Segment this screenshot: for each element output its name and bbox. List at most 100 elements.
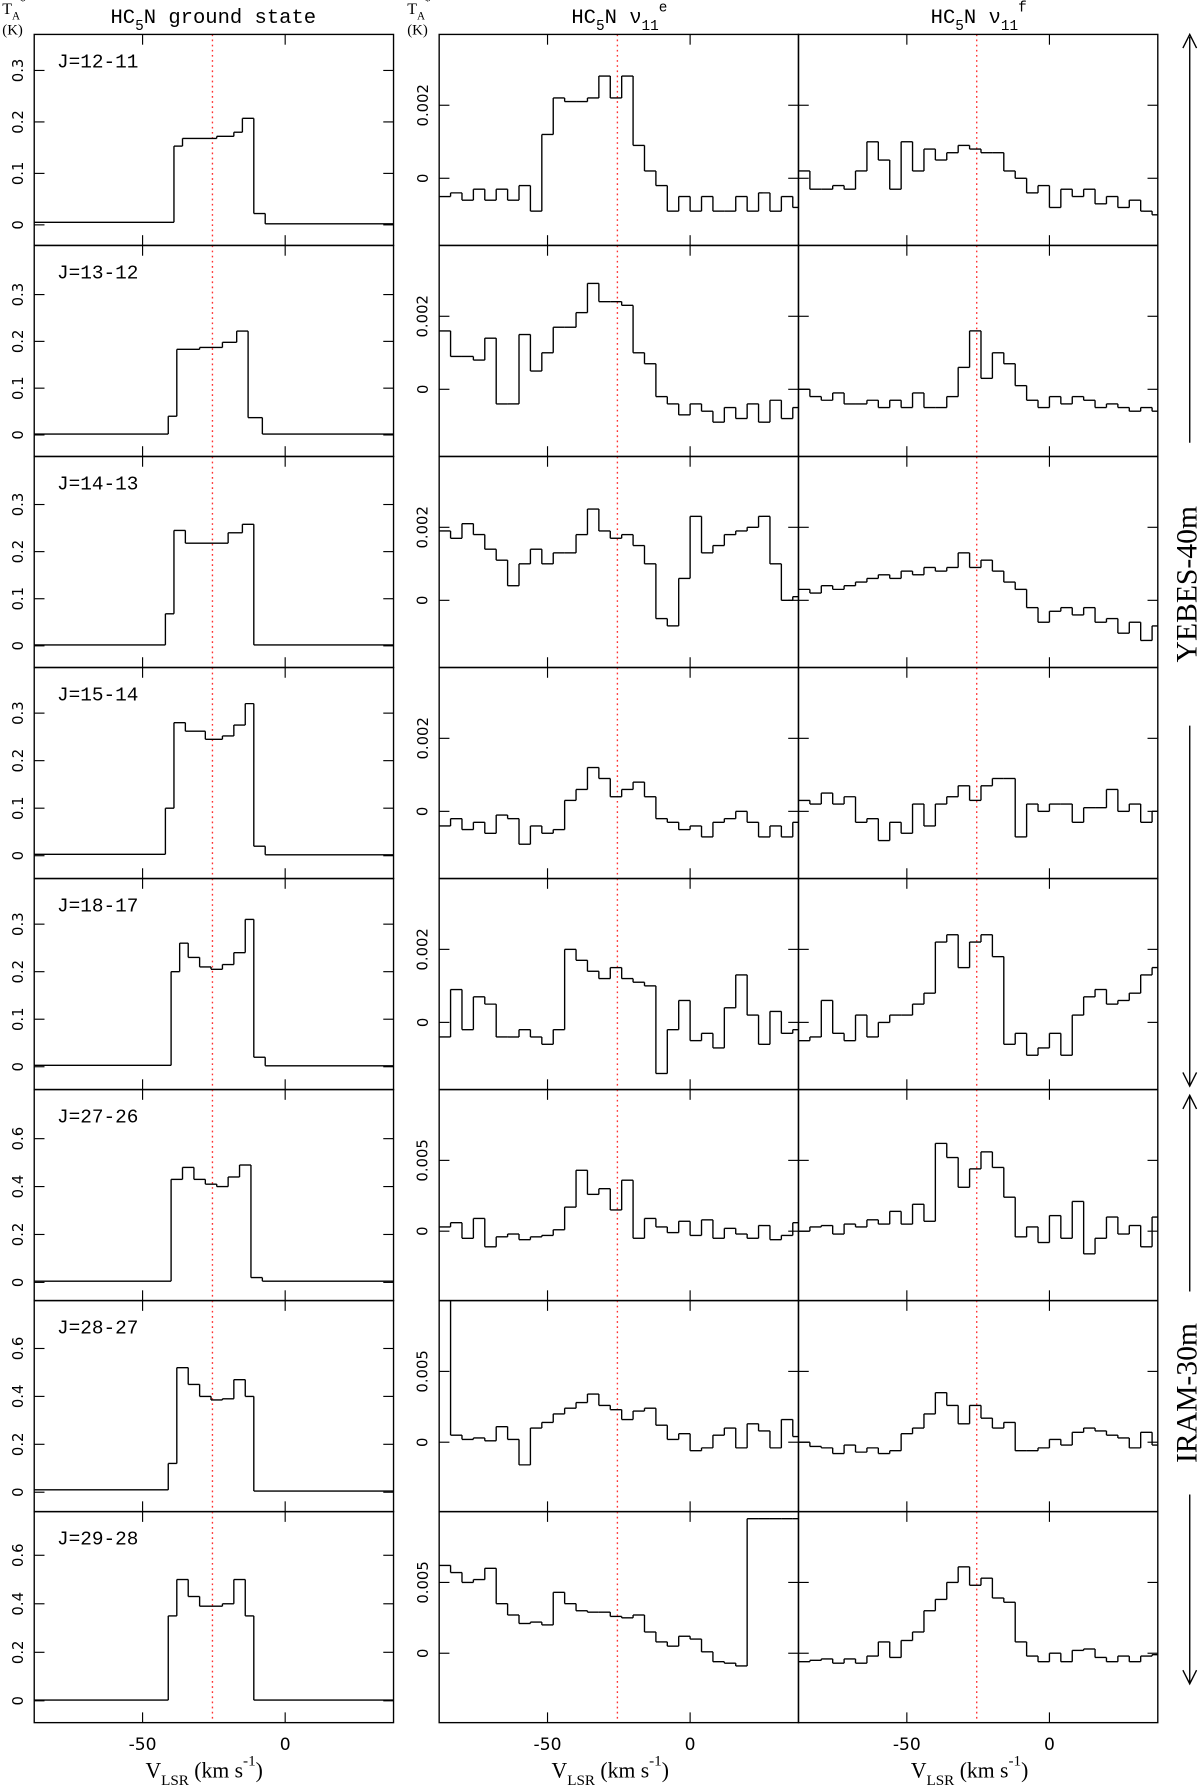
spectrum-riser [449,509,794,626]
spectrum-riser [167,1367,255,1492]
panel [34,456,394,668]
panel [798,1089,1158,1301]
spectrum-riser [173,118,266,224]
spectrum-riser [809,1566,1153,1664]
panel-frame [797,666,1159,880]
panel-frame [438,455,800,669]
column-title-part: e [659,1,668,17]
panel [34,667,394,879]
y-tick-label: 0 [10,1696,27,1705]
y-tick-label: 0.1 [10,796,27,820]
y-axis-label-part: T [2,1,12,18]
transition-label: J=13-12 [57,263,138,285]
x-axis-label-part: (km s [595,1758,649,1782]
spectrum-riser [170,919,266,1066]
x-axis-label-part: ) [1021,1758,1028,1782]
y-tick-label: 0 [415,1018,432,1027]
panel [439,1300,799,1512]
panel-frame [438,877,800,1091]
y-tick-label: 0.3 [10,701,27,725]
y-axis-label-part: A [417,10,425,22]
column-title-part: 11 [642,19,659,35]
column-title: HC5N ν11f [931,1,1027,35]
y-tick-label: 0.2 [10,960,27,984]
spectrum-riser [449,1300,794,1465]
y-tick-label: 0 [10,220,27,229]
y-tick-label: 0.002 [415,506,432,548]
x-axis-label-part: -1 [1008,1752,1021,1769]
panel [34,1300,394,1512]
column-title-part: f [1018,1,1027,17]
y-tick-label: 0.6 [10,1543,27,1567]
side-label: IRAM-30m [1172,1323,1200,1463]
spectrum-riser [170,1165,264,1282]
panel [439,667,799,879]
y-tick-label: 0.005 [415,1139,432,1181]
y-tick-label: 0.4 [10,1175,27,1199]
panel [439,34,799,246]
panel-frame [33,1510,395,1724]
y-tick-label: 0 [415,174,432,183]
spectrum-riser [449,1518,748,1666]
y-tick-label: 0 [10,1487,27,1496]
panel [798,1511,1158,1723]
x-axis-label: VLSR (km s-1) [911,1752,1028,1789]
panel-frame [438,1299,800,1513]
x-axis-label: VLSR (km s-1) [145,1752,262,1789]
side-label: YEBES-40m [1172,506,1200,662]
transition-label: J=28-27 [57,1318,138,1340]
x-axis-label: VLSR (km s-1) [552,1752,669,1789]
y-tick-label: 0.3 [10,912,27,936]
y-tick-label: 0.005 [415,1561,432,1603]
y-tick-label: 0.1 [10,376,27,400]
panel [439,245,799,457]
y-tick-label: 0.6 [10,1127,27,1151]
x-axis-label-part: LSR [567,1772,596,1789]
panel [34,245,394,457]
spectrum-riser [809,552,1153,641]
x-axis-label-part: (km s [954,1758,1008,1782]
y-axis-unit: (K) [2,22,23,38]
y-tick-label: 0 [10,641,27,650]
panel [798,34,1158,246]
panel-frame [797,877,1159,1091]
panel-frame [797,455,1159,669]
transition-label: J=18-17 [57,896,138,918]
panel-frame [797,244,1159,458]
panel [34,1089,394,1301]
panel [34,1511,394,1723]
column-title-part: HC [931,7,956,30]
y-tick-label: 0 [10,851,27,860]
y-tick-label: 0 [415,807,432,816]
y-tick-label: 0.002 [415,928,432,970]
panel [34,878,394,1090]
spectrum-riser [809,934,1153,1056]
y-tick-label: 0 [10,1278,27,1287]
y-axis-label-part: T [407,1,417,18]
panel [798,878,1158,1090]
column-title-part: 11 [1001,19,1018,35]
column-title-part: N ν [605,7,642,30]
y-tick-label: 0 [415,385,432,394]
column-title-part: 5 [955,19,964,35]
panel-frame [797,1299,1159,1513]
spectrum-riser [449,76,794,212]
x-axis-label-part: (km s [189,1758,243,1782]
y-tick-label: 0.1 [10,587,27,611]
y-tick-label: 0 [10,1062,27,1071]
panel [798,245,1158,457]
x-tick-label: -50 [534,1735,562,1755]
column-title-part: HC [571,7,596,30]
spectrum-riser [449,949,794,1074]
spectrum-riser [167,1579,255,1701]
x-axis-label-part: V [145,1758,161,1782]
spectrum-riser [809,1392,1153,1454]
column-title-part: N ν [964,7,1001,30]
panel [439,1089,799,1301]
y-tick-label: 0.3 [10,493,27,517]
spectrum-riser [809,1143,1153,1254]
y-tick-label: 0 [415,596,432,605]
panel-frame [438,1510,800,1724]
